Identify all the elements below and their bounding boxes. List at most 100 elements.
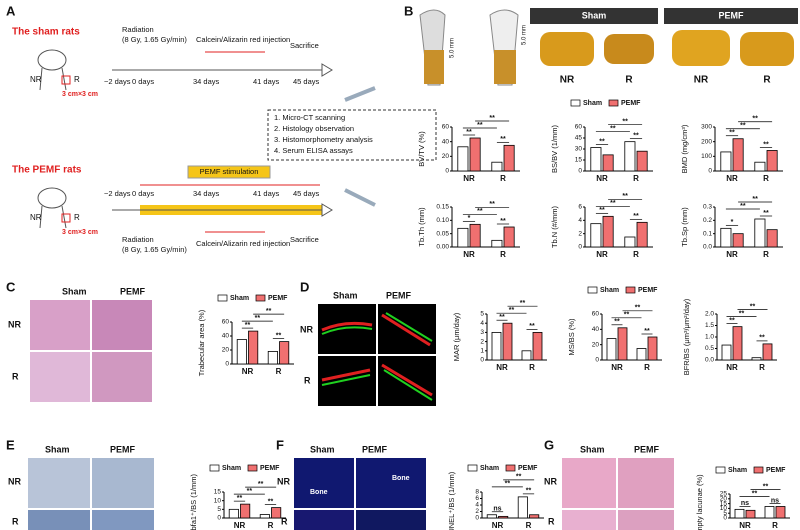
x-tick-label: NR	[596, 174, 608, 183]
ct-image	[604, 34, 654, 64]
bar	[469, 223, 481, 248]
histology-image	[30, 300, 90, 350]
y-axis-label: Cbfa1⁺/BS (1/mm)	[189, 474, 198, 530]
group-header: Sham	[582, 10, 607, 20]
bar	[720, 151, 732, 172]
significance: **	[729, 317, 735, 324]
y-tick-label: 60	[575, 124, 583, 131]
bar	[732, 138, 744, 172]
y-tick-label: 2	[578, 230, 582, 237]
legend-swatch	[217, 294, 228, 302]
y-axis-label: Trabecular area (%)	[197, 309, 206, 376]
significance: **	[622, 119, 628, 126]
legend-label: Sham	[230, 295, 249, 302]
bar	[228, 508, 239, 519]
y-axis-label: MAR (μm/day)	[452, 312, 461, 361]
x-tick-label: R	[644, 363, 650, 372]
x-tick-label: R	[763, 174, 769, 183]
x-tick-label: R	[772, 521, 778, 530]
bar	[624, 141, 636, 172]
bar	[491, 239, 503, 248]
group-header: PEMF	[362, 444, 388, 454]
limb-label: R	[74, 213, 80, 222]
panel-label: B	[404, 3, 413, 18]
y-tick-label: 60	[592, 311, 600, 318]
significance: **	[740, 123, 746, 130]
significance: **	[247, 488, 253, 495]
group-title: The PEMF rats	[12, 165, 82, 176]
x-tick-label: NR	[463, 174, 475, 183]
group-header: Sham	[333, 290, 358, 300]
x-tick-label: R	[633, 250, 639, 259]
x-tick-label: R	[500, 174, 506, 183]
y-tick-label: 5	[723, 510, 727, 517]
y-tick-label: 0	[578, 168, 582, 175]
bar	[606, 338, 617, 361]
significance: **	[752, 196, 758, 203]
x-tick-label: NR	[726, 363, 738, 372]
y-tick-label: 0.15	[436, 204, 449, 211]
bar	[617, 327, 628, 361]
limb-label: NR	[30, 213, 42, 222]
ct-image	[672, 30, 730, 66]
significance: ns	[771, 497, 779, 504]
y-tick-label: 0.10	[436, 217, 449, 224]
legend-label: Sham	[600, 287, 619, 294]
bar	[636, 348, 647, 361]
site-label: NR	[8, 476, 21, 486]
y-tick-label: 1.5	[705, 322, 714, 329]
legend-label: Sham	[480, 465, 499, 472]
significance: **	[505, 481, 511, 488]
y-axis-label: Tb.Th (mm)	[417, 207, 426, 247]
scale: 5.0 mm	[450, 38, 456, 58]
significance: **	[633, 133, 639, 140]
legend-label: PEMF	[518, 465, 538, 472]
significance: **	[489, 201, 495, 208]
legend-swatch	[209, 464, 220, 472]
roi	[424, 50, 444, 84]
bar	[775, 506, 786, 519]
group-header: PEMF	[718, 10, 744, 20]
x-tick-label: R	[500, 250, 506, 259]
bar	[236, 339, 247, 365]
y-tick-label: 20	[720, 496, 728, 503]
sacrifice: Sacrifice	[290, 235, 319, 244]
significance: **	[752, 490, 758, 497]
significance: ns	[493, 506, 501, 513]
y-tick-label: 1.0	[705, 334, 714, 341]
y-tick-label: 60	[222, 319, 230, 326]
header-bar	[530, 8, 658, 24]
y-tick-label: 10	[720, 505, 728, 512]
y-tick-label: 0	[480, 357, 484, 364]
y-tick-label: 2.0	[705, 311, 714, 318]
significance: **	[752, 116, 758, 123]
site-label: NR	[8, 319, 21, 329]
legend-swatch	[587, 286, 598, 294]
site-label: NR	[544, 476, 557, 486]
y-tick-label: 0.00	[436, 244, 449, 251]
header-bar	[664, 8, 798, 24]
legend-label: PEMF	[268, 295, 288, 302]
bar	[529, 514, 540, 519]
y-axis-label: Tb.N (#/mm)	[550, 205, 559, 248]
significance: **	[489, 115, 495, 122]
bar	[734, 508, 745, 519]
field-label: 3 cm×3 cm	[62, 229, 98, 236]
significance: **	[622, 193, 628, 200]
legend-swatch	[255, 294, 266, 302]
bar	[503, 226, 515, 248]
y-tick-label: 15	[575, 157, 583, 164]
x-tick-label: R	[529, 363, 535, 372]
y-tick-label: 40	[222, 333, 230, 340]
y-tick-label: 0	[445, 168, 449, 175]
he-image	[562, 458, 616, 508]
significance: **	[610, 200, 616, 207]
significance: **	[500, 136, 506, 143]
bar	[766, 229, 778, 248]
day: 34 days	[193, 189, 220, 198]
bar	[721, 344, 732, 361]
y-tick-label: 5	[217, 506, 221, 513]
legend-swatch	[753, 466, 764, 474]
day: −2 days	[104, 189, 131, 198]
